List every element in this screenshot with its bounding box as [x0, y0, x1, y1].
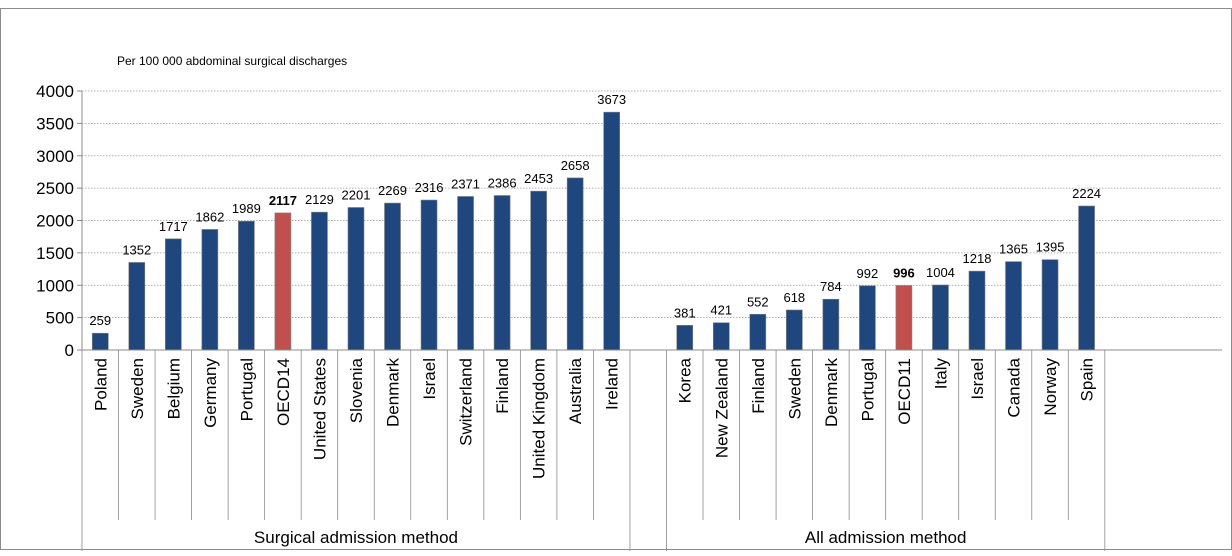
- data-label: 1717: [159, 219, 188, 234]
- bar: [859, 285, 876, 351]
- data-label: 1395: [1036, 240, 1065, 255]
- y-tick-label: 2500: [36, 179, 74, 198]
- x-tick-label: New Zealand: [712, 358, 731, 458]
- x-tick-label: Germany: [201, 358, 220, 428]
- chart-subtitle: Per 100 000 abdominal surgical discharge…: [117, 54, 347, 68]
- data-label: 2201: [342, 187, 371, 202]
- bar: [347, 207, 365, 351]
- data-label: 1365: [999, 242, 1028, 257]
- data-label: 2117: [269, 193, 297, 208]
- x-tick-label: Israel: [420, 358, 439, 400]
- bar: [676, 325, 694, 351]
- bar: [530, 190, 547, 351]
- x-tick-label: Finland: [749, 358, 768, 414]
- bars: 259 1352 1717 1862 1989 2117 2129 2201 2269 2316 2…: [89, 92, 1101, 351]
- x-tick-label: Slovenia: [347, 357, 366, 423]
- grid-lines: [82, 90, 1222, 319]
- x-tick-label: Italy: [931, 358, 950, 390]
- bar: [311, 211, 328, 351]
- bar: [128, 262, 146, 351]
- group-label: All admission method: [805, 528, 967, 547]
- bar: [932, 284, 949, 351]
- x-tick-label: Canada: [1005, 357, 1024, 417]
- x-tick-label: Switzerland: [457, 358, 476, 446]
- data-label: 2269: [378, 183, 407, 198]
- x-tick-label: Ireland: [603, 358, 622, 410]
- data-label: 784: [820, 279, 842, 294]
- data-label: 381: [674, 305, 696, 320]
- data-label: 1989: [232, 201, 261, 216]
- bar: [712, 322, 730, 351]
- x-tick-label: Spain: [1078, 358, 1097, 401]
- bar: [384, 202, 401, 351]
- bar: [566, 177, 584, 351]
- bar: [420, 199, 438, 351]
- x-tick-label: Denmark: [384, 358, 403, 427]
- x-tick-label: United States: [310, 358, 329, 460]
- x-tick-label: OECD14: [274, 358, 293, 426]
- x-tick-label: Sweden: [785, 358, 804, 419]
- data-label: 552: [747, 294, 769, 309]
- y-tick-label: 3500: [36, 114, 74, 133]
- data-label: 1352: [122, 242, 151, 257]
- x-tick-label: Norway: [1041, 358, 1060, 416]
- data-label: 2316: [415, 180, 444, 195]
- x-tick-label: Poland: [91, 358, 110, 411]
- data-label: 992: [857, 266, 879, 281]
- data-label: 3673: [597, 92, 626, 107]
- data-label: 2224: [1072, 186, 1101, 201]
- bar: [238, 220, 255, 351]
- bar: [822, 298, 840, 351]
- y-tick-label: 500: [46, 309, 74, 328]
- data-label: 1218: [963, 251, 992, 266]
- x-tick-label: Sweden: [128, 358, 147, 419]
- data-label: 1004: [926, 265, 955, 280]
- group-label: Surgical admission method: [254, 528, 458, 547]
- bar: [91, 332, 109, 351]
- data-label: 421: [710, 303, 732, 318]
- x-tick-label: Korea: [676, 357, 695, 403]
- bar: [1005, 261, 1022, 351]
- x-tick-label: OECD11: [895, 358, 914, 425]
- bar: [749, 313, 767, 351]
- x-tick-label: Israel: [968, 358, 987, 400]
- data-label: 2371: [451, 176, 480, 191]
- bar: [786, 309, 803, 351]
- bar: [968, 270, 986, 351]
- x-tick-label: Belgium: [164, 358, 183, 419]
- y-tick-label: 1500: [36, 244, 74, 263]
- bar: [603, 111, 620, 351]
- bar: [895, 285, 913, 351]
- x-tick-label: Denmark: [822, 358, 841, 427]
- x-tick-label: Finland: [493, 358, 512, 414]
- x-tick-label: United Kingdom: [530, 358, 549, 479]
- data-label: 2386: [488, 176, 517, 191]
- data-label: 259: [89, 313, 111, 328]
- data-label: 2129: [305, 192, 334, 207]
- x-tick-label: Portugal: [858, 358, 877, 421]
- bar: [165, 238, 182, 351]
- data-label: 996: [893, 266, 915, 281]
- data-label: 1862: [195, 209, 224, 224]
- x-tick-label: Portugal: [237, 358, 256, 421]
- bar: [457, 196, 474, 351]
- y-tick-label: 1000: [36, 276, 74, 295]
- y-axis: 0 500 1000 1500 2000 2500 3000 3500 4000: [36, 82, 83, 360]
- bar: [1041, 259, 1059, 351]
- y-tick-label: 0: [65, 341, 74, 360]
- data-label: 618: [783, 290, 805, 305]
- bar: [201, 229, 219, 351]
- y-tick-label: 2000: [36, 212, 74, 231]
- x-axis: Poland Sweden Belgium Germany Portugal OECD14…: [81, 349, 1222, 551]
- y-tick-label: 4000: [36, 82, 74, 101]
- bar: [274, 212, 292, 351]
- x-tick-label: Australia: [566, 357, 585, 424]
- data-label: 2658: [561, 158, 590, 173]
- y-tick-label: 3000: [36, 147, 74, 166]
- data-label: 2453: [524, 171, 553, 186]
- bar: [1078, 205, 1095, 351]
- bar: [493, 195, 511, 351]
